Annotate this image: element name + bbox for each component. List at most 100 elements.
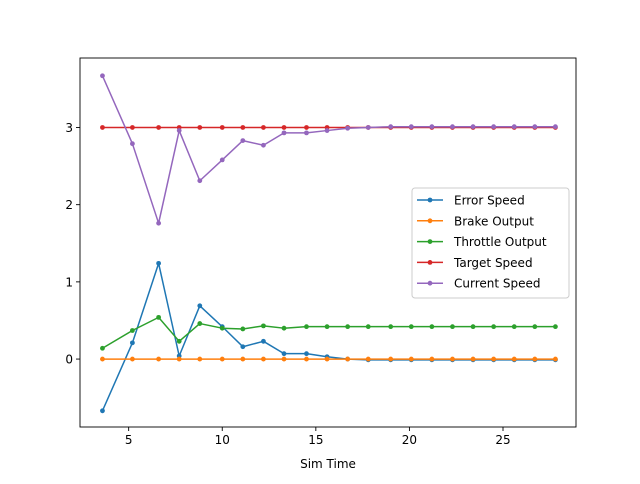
legend-label: Brake Output [454, 214, 534, 228]
legend-swatch-marker [427, 280, 433, 286]
data-point [219, 125, 225, 130]
data-point [470, 356, 476, 362]
data-point [100, 73, 105, 79]
y-tick-label: 2 [65, 198, 73, 212]
data-point [240, 125, 246, 130]
data-point [197, 125, 203, 130]
data-point [100, 345, 105, 351]
data-point [240, 326, 246, 332]
data-point [197, 321, 203, 326]
data-point [388, 124, 394, 130]
legend-label: Error Speed [454, 194, 525, 208]
data-point [100, 408, 105, 414]
data-point [365, 324, 371, 330]
axis-ticks: 5 10 15 20 25 0 1 2 3 [65, 121, 510, 447]
data-point [304, 130, 309, 136]
x-tick-label: 25 [495, 433, 510, 447]
data-point [429, 124, 435, 130]
data-point [345, 125, 351, 131]
data-point [130, 125, 135, 130]
data-point [304, 324, 309, 330]
data-point [429, 356, 435, 362]
data-point [261, 356, 266, 362]
data-point [388, 324, 394, 330]
y-tick-label: 0 [65, 353, 73, 367]
data-point [491, 324, 497, 330]
data-point [130, 141, 135, 147]
data-point [532, 324, 538, 330]
data-point [304, 356, 309, 362]
data-point [511, 356, 517, 362]
series-layer [100, 73, 558, 414]
data-point [281, 351, 287, 357]
legend-item-throttle-output: Throttle Output [417, 235, 547, 249]
y-tick-label: 3 [65, 121, 73, 135]
data-point [450, 324, 455, 330]
data-point [450, 356, 455, 362]
series-current-speed [100, 73, 558, 226]
data-point [219, 325, 225, 331]
data-point [240, 344, 246, 350]
series-throttle-output [100, 314, 558, 351]
data-point [553, 124, 558, 130]
data-point [408, 356, 414, 362]
legend-item-target-speed: Target Speed [417, 256, 533, 270]
data-point [156, 260, 162, 266]
data-point [281, 130, 287, 136]
data-point [261, 125, 266, 130]
data-point [345, 356, 351, 362]
series-line-error-speed [101, 262, 557, 412]
data-point [261, 142, 266, 148]
data-point [281, 356, 287, 362]
data-point [365, 356, 371, 362]
series-brake-output [100, 356, 558, 362]
data-point [130, 340, 135, 346]
data-point [156, 356, 162, 362]
x-tick-label: 20 [402, 433, 417, 447]
data-point [532, 356, 538, 362]
y-tick-label: 1 [65, 275, 73, 289]
data-point [388, 356, 394, 362]
data-point [176, 356, 182, 362]
data-point [240, 356, 246, 362]
x-axis-label: Sim Time [300, 457, 356, 471]
data-point [219, 356, 225, 362]
legend: Error Speed Brake Output Throttle Output Ta… [411, 187, 570, 299]
legend-label: Target Speed [453, 256, 533, 270]
data-point [470, 324, 476, 330]
data-point [261, 323, 266, 329]
legend-label: Current Speed [454, 277, 541, 291]
data-point [470, 124, 476, 130]
data-point [130, 356, 135, 362]
data-point [324, 324, 330, 330]
x-tick-label: 5 [125, 433, 133, 447]
data-point [450, 124, 455, 130]
data-point [491, 124, 497, 130]
data-point [100, 125, 105, 130]
data-point [197, 178, 203, 184]
data-point [491, 356, 497, 362]
legend-item-error-speed: Error Speed [417, 194, 525, 208]
x-tick-label: 15 [308, 433, 323, 447]
legend-item-current-speed: Current Speed [417, 277, 541, 291]
data-point [304, 351, 309, 357]
plot-frame [79, 57, 577, 428]
data-point [532, 124, 538, 130]
data-point [156, 220, 162, 226]
data-point [156, 125, 162, 130]
legend-swatch-marker [427, 260, 433, 265]
data-point [197, 303, 203, 309]
data-point [176, 338, 182, 344]
data-point [429, 324, 435, 330]
data-point [553, 324, 558, 330]
data-point [408, 324, 414, 330]
data-point [176, 128, 182, 133]
data-point [553, 356, 558, 362]
data-point [324, 356, 330, 362]
data-point [281, 325, 287, 331]
data-point [281, 125, 287, 130]
series-line-throttle-output [101, 316, 557, 350]
legend-box [411, 187, 570, 299]
